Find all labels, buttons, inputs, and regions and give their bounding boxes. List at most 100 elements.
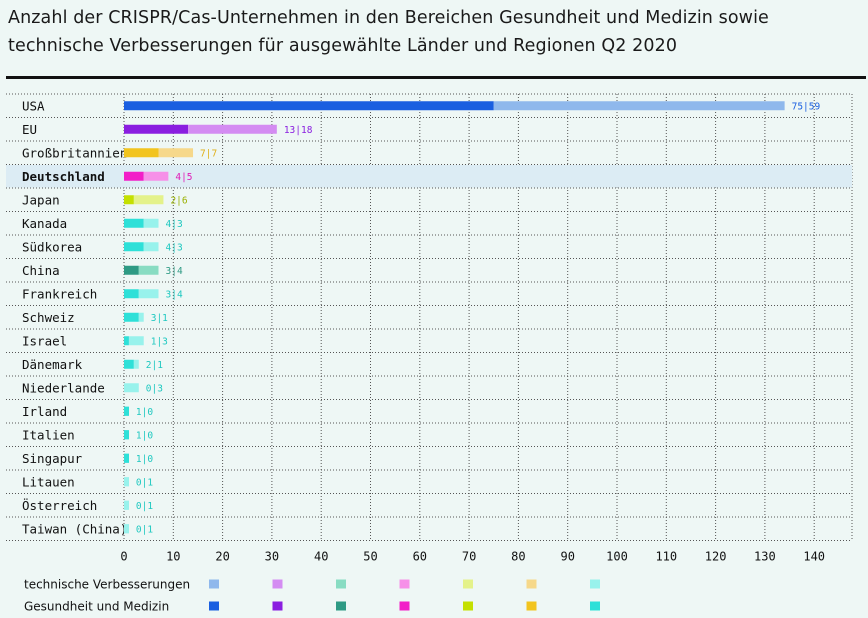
legend-swatch xyxy=(336,579,346,589)
legend-swatch xyxy=(590,601,600,611)
category-label: Großbritannien xyxy=(22,145,127,160)
x-tick-label: 60 xyxy=(413,550,427,564)
x-tick-label: 30 xyxy=(265,550,279,564)
legend-swatch xyxy=(272,601,283,611)
data-label: 2|6 xyxy=(170,195,187,206)
x-tick-label: 70 xyxy=(462,550,476,564)
x-tick-label: 50 xyxy=(363,550,377,564)
x-tick-label: 90 xyxy=(560,550,574,564)
legend-swatch xyxy=(399,601,410,611)
category-label: Niederlande xyxy=(22,380,105,395)
category-label: Frankreich xyxy=(22,286,97,301)
chart-title-line-1: Anzahl der CRISPR/Cas-Unternehmen in den… xyxy=(8,8,769,28)
bar-min-visible xyxy=(124,406,129,416)
legend-swatch xyxy=(209,601,219,611)
category-label: Schweiz xyxy=(22,310,75,325)
title-rule xyxy=(6,76,866,79)
chart-title: Anzahl der CRISPR/Cas-Unternehmen in den… xyxy=(8,4,860,60)
bar-technische-verbesserungen xyxy=(138,289,159,299)
data-label: 2|1 xyxy=(146,360,163,371)
data-label: 1|0 xyxy=(136,430,153,441)
legend-swatch xyxy=(399,579,410,589)
category-label: Dänemark xyxy=(22,357,83,372)
bar-technische-verbesserungen xyxy=(133,359,139,369)
bar-gesundheit-und-medizin xyxy=(124,195,134,205)
data-label: 0|1 xyxy=(136,524,153,535)
bar-gesundheit-und-medizin xyxy=(124,171,144,181)
category-label: USA xyxy=(22,98,45,113)
legend-swatch xyxy=(209,579,219,589)
category-label: Singapur xyxy=(22,451,83,466)
bar-gesundheit-und-medizin xyxy=(124,312,139,322)
bar-technische-verbesserungen xyxy=(493,101,785,111)
category-label: Österreich xyxy=(22,497,97,513)
bar-min-visible xyxy=(124,524,129,534)
legend-swatch xyxy=(526,579,537,589)
data-label: 0|1 xyxy=(136,501,153,512)
category-label: Südkorea xyxy=(22,239,82,254)
data-label: 3|4 xyxy=(166,266,183,277)
chart-title-line-2: technische Verbesserungen für ausgewählt… xyxy=(8,36,678,56)
x-tick-label: 80 xyxy=(511,550,525,564)
bar-technische-verbesserungen xyxy=(124,383,139,393)
x-tick-label: 20 xyxy=(215,550,229,564)
x-tick-label: 0 xyxy=(120,550,127,564)
legend-swatch xyxy=(272,579,283,589)
legend-swatch xyxy=(463,579,473,589)
data-label: 13|18 xyxy=(284,125,313,136)
data-label: 0|3 xyxy=(146,383,163,394)
bar-min-visible xyxy=(124,430,129,440)
data-label: 4|3 xyxy=(166,219,183,230)
legend-swatch xyxy=(336,601,346,611)
data-label: 1|0 xyxy=(136,407,153,418)
bar-gesundheit-und-medizin xyxy=(124,336,129,346)
x-tick-label: 130 xyxy=(754,550,776,564)
data-label: 4|5 xyxy=(175,172,192,183)
data-label: 1|3 xyxy=(151,336,168,347)
legend-label: technische Verbesserungen xyxy=(24,578,190,592)
legend-swatch xyxy=(590,579,600,589)
bar-min-visible xyxy=(124,453,129,463)
bar-technische-verbesserungen xyxy=(143,242,159,252)
data-label: 3|1 xyxy=(151,313,168,324)
data-label: 75|59 xyxy=(792,101,821,112)
x-tick-label: 40 xyxy=(314,550,328,564)
bar-technische-verbesserungen xyxy=(158,148,194,158)
bar-technische-verbesserungen xyxy=(133,195,164,205)
grid xyxy=(6,93,853,541)
category-label: Japan xyxy=(22,192,60,207)
category-label: Deutschland xyxy=(22,169,105,184)
category-label: China xyxy=(22,263,60,278)
x-tick-label: 120 xyxy=(705,550,727,564)
bar-gesundheit-und-medizin xyxy=(124,124,189,134)
legend-swatch xyxy=(526,601,537,611)
bars: USA 75|59 EU 13|18 Großbritannien 7|7 Deutschl… xyxy=(6,98,852,536)
category-label: Italien xyxy=(22,427,75,442)
data-label: 1|0 xyxy=(136,454,153,465)
category-label: Israel xyxy=(22,333,67,348)
bar-gesundheit-und-medizin xyxy=(124,218,144,228)
category-label: Taiwan (China) xyxy=(22,521,127,536)
bar-gesundheit-und-medizin xyxy=(124,101,494,111)
category-label: Litauen xyxy=(22,474,75,489)
bar-technische-verbesserungen xyxy=(138,265,159,275)
x-tick-label: 110 xyxy=(655,550,677,564)
legend: technische Verbesserungen Gesundheit und … xyxy=(24,578,600,614)
data-label: 3|4 xyxy=(166,289,183,300)
legend-swatch xyxy=(463,601,473,611)
bar-technische-verbesserungen xyxy=(143,218,159,228)
bar-technische-verbesserungen xyxy=(128,336,144,346)
category-label: Kanada xyxy=(22,216,67,231)
category-label: Irland xyxy=(22,404,67,419)
bar-technische-verbesserungen xyxy=(188,124,277,134)
category-label: EU xyxy=(22,122,37,137)
bar-gesundheit-und-medizin xyxy=(124,242,144,252)
x-tick-label: 100 xyxy=(606,550,628,564)
bar-gesundheit-und-medizin xyxy=(124,148,159,158)
data-label: 4|3 xyxy=(166,242,183,253)
data-label: 7|7 xyxy=(200,148,217,159)
bar-technische-verbesserungen xyxy=(138,312,144,322)
x-tick-label: 140 xyxy=(803,550,825,564)
bar-min-visible xyxy=(124,500,129,510)
